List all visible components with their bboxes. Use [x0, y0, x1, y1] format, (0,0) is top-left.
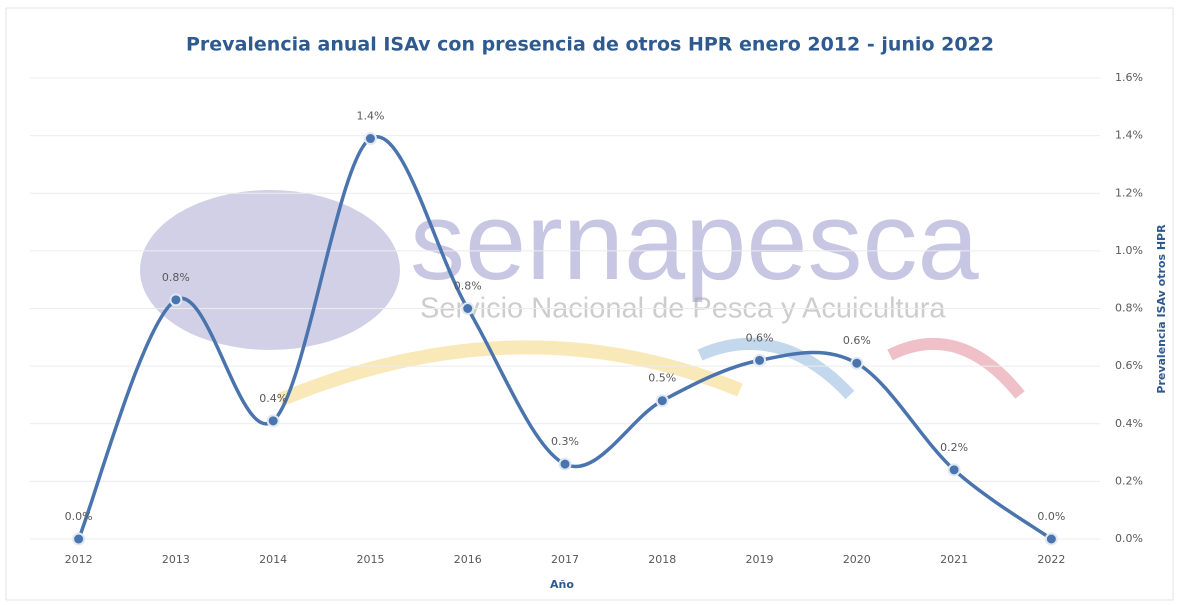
- data-label: 0.6%: [843, 334, 871, 347]
- data-label: 0.0%: [1037, 510, 1065, 523]
- x-tick-label: 2013: [162, 553, 190, 566]
- data-label: 0.6%: [746, 331, 774, 344]
- x-tick-label: 2014: [259, 553, 287, 566]
- chart-title: Prevalencia anual ISAv con presencia de …: [186, 34, 994, 56]
- x-tick-label: 2016: [454, 553, 482, 566]
- y-tick-label: 0.6%: [1115, 359, 1143, 372]
- y-tick-label: 1.2%: [1115, 186, 1143, 199]
- x-tick-label: 2012: [65, 553, 93, 566]
- data-point: [753, 353, 767, 367]
- logo-wave: [277, 340, 743, 407]
- data-point: [850, 356, 864, 370]
- x-tick-label: 2020: [843, 553, 871, 566]
- data-label: 0.5%: [648, 372, 676, 385]
- x-tick-label: 2019: [746, 553, 774, 566]
- data-label: 0.0%: [65, 510, 93, 523]
- data-point: [266, 414, 280, 428]
- y-tick-label: 0.8%: [1115, 302, 1143, 315]
- x-tick-label: 2022: [1037, 553, 1065, 566]
- data-label: 1.4%: [356, 110, 384, 123]
- data-label: 0.4%: [259, 392, 287, 405]
- y-axis-title: Prevalencia ISAv otros HPR: [1155, 224, 1168, 394]
- y-tick-label: 1.6%: [1115, 71, 1143, 84]
- y-tick-label: 0.4%: [1115, 417, 1143, 430]
- chart-frame: [5, 7, 1174, 601]
- logo-wave: [887, 337, 1025, 399]
- x-tick-label: 2018: [648, 553, 676, 566]
- x-tick-label: 2021: [940, 553, 968, 566]
- data-point: [169, 293, 183, 307]
- x-tick-label: 2015: [356, 553, 384, 566]
- y-tick-label: 0.0%: [1115, 532, 1143, 545]
- y-tick-label: 1.0%: [1115, 244, 1143, 257]
- x-axis-title: Año: [550, 578, 574, 591]
- x-tick-label: 2017: [551, 553, 579, 566]
- watermark-brand: sernapesca: [410, 180, 980, 303]
- data-label: 0.3%: [551, 435, 579, 448]
- data-point: [558, 457, 572, 471]
- y-tick-label: 1.4%: [1115, 129, 1143, 142]
- data-label: 0.8%: [162, 271, 190, 284]
- data-point: [72, 532, 86, 546]
- data-point: [947, 463, 961, 477]
- logo-wave: [697, 337, 855, 400]
- data-point: [363, 132, 377, 146]
- data-point: [461, 302, 475, 315]
- data-label: 0.8%: [454, 280, 482, 293]
- y-tick-label: 0.2%: [1115, 474, 1143, 487]
- data-label: 0.2%: [940, 441, 968, 454]
- data-point: [655, 394, 669, 408]
- data-point: [1044, 532, 1058, 546]
